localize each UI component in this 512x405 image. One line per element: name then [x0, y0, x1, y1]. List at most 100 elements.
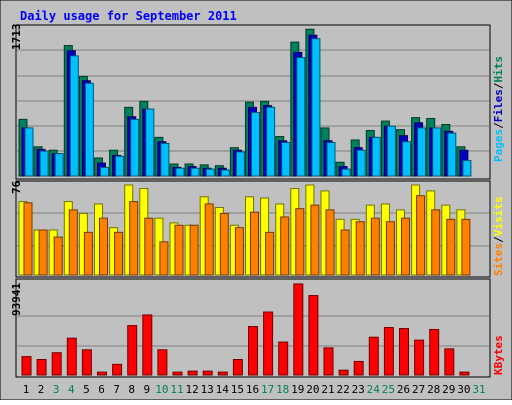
bar-visits-sites-day-3	[53, 236, 63, 276]
x-label-day-9: 9	[143, 383, 150, 396]
bar-kbytes-kbytes-day-29	[444, 348, 455, 376]
legend-files: Files	[492, 89, 505, 122]
bar-visits-sites-day-17	[265, 231, 275, 276]
bar-hits-pages-day-25	[386, 125, 396, 177]
bar-visits-sites-day-27	[416, 195, 426, 276]
bar-visits-sites-day-1	[23, 202, 33, 276]
kbytes-right-legend: KBytes	[492, 335, 505, 375]
x-label-day-2: 2	[38, 383, 45, 396]
bar-visits-sites-day-23	[355, 221, 365, 276]
bar-visits-sites-day-6	[99, 217, 108, 276]
x-label-day-16: 16	[246, 383, 259, 396]
legend-sep-2: /	[492, 82, 505, 89]
x-axis-labels: 1 2 3 4 5 6 7 8 9 10 11 12 13 14 15 16 17 18 19 20 21 22 23 24 2…	[23, 383, 486, 396]
bar-kbytes-kbytes-day-16	[248, 326, 258, 376]
bar-visits-sites-day-4	[68, 209, 78, 276]
visits-right-legend: Sites/Visits	[492, 197, 505, 277]
bar-hits-pages-day-30	[462, 160, 472, 177]
bar-visits-sites-day-8	[129, 201, 139, 276]
bar-kbytes-kbytes-day-2	[36, 359, 47, 376]
x-label-day-22: 22	[336, 383, 349, 396]
bar-kbytes-kbytes-day-10	[157, 349, 168, 376]
bar-hits-pages-day-7	[115, 155, 125, 177]
bar-hits-pages-day-27	[417, 127, 427, 177]
bar-hits-pages-day-13	[205, 168, 215, 177]
bar-visits-sites-day-25	[385, 221, 395, 276]
bar-hits-pages-day-22	[341, 168, 351, 177]
x-label-day-20: 20	[306, 383, 319, 396]
bar-kbytes-kbytes-day-15	[232, 359, 243, 376]
hits-right-legend: Pages/Files/Hits	[492, 56, 505, 162]
hits-y-max-label: 1713	[10, 24, 23, 51]
bar-visits-sites-day-12	[189, 224, 199, 276]
bar-kbytes-kbytes-day-19	[293, 283, 304, 376]
bars-layer	[18, 28, 472, 376]
bar-kbytes-kbytes-day-21	[323, 347, 334, 376]
bar-hits-pages-day-8	[130, 118, 140, 177]
bar-hits-pages-day-2	[39, 150, 49, 177]
bar-kbytes-kbytes-day-23	[353, 360, 364, 376]
bar-visits-sites-day-7	[114, 231, 124, 276]
bar-hits-pages-day-12	[190, 167, 200, 177]
bar-hits-pages-day-10	[160, 142, 170, 177]
bar-visits-sites-day-14	[219, 212, 229, 276]
bar-kbytes-kbytes-day-12	[187, 370, 198, 376]
bar-hits-pages-day-5	[84, 82, 94, 177]
bar-kbytes-kbytes-day-25	[383, 327, 394, 376]
x-label-day-24: 24	[367, 383, 381, 396]
x-label-day-28: 28	[427, 383, 440, 396]
visits-y-max-label: 76	[10, 180, 23, 194]
bar-visits-sites-day-28	[431, 209, 441, 276]
bar-visits-sites-day-11	[174, 224, 184, 276]
x-label-day-17: 17	[261, 383, 274, 396]
bar-kbytes-kbytes-day-3	[51, 352, 62, 376]
legend-pages: Pages	[492, 129, 505, 162]
bar-hits-pages-day-18	[281, 142, 291, 177]
bar-hits-pages-day-28	[432, 127, 442, 177]
x-label-day-23: 23	[352, 383, 365, 396]
legend-sep-3: /	[492, 236, 505, 243]
chart-title: Daily usage for September 2011	[20, 9, 237, 23]
legend-sep-1: /	[492, 122, 505, 129]
bar-visits-sites-day-21	[325, 209, 335, 276]
bar-visits-sites-day-16	[250, 211, 259, 276]
bar-hits-pages-day-19	[296, 57, 306, 177]
bar-kbytes-kbytes-day-8	[127, 325, 138, 376]
x-label-day-6: 6	[98, 383, 105, 396]
bar-hits-pages-day-26	[402, 141, 411, 177]
bar-kbytes-kbytes-day-5	[81, 349, 92, 376]
bar-visits-sites-day-19	[295, 208, 305, 276]
bar-kbytes-kbytes-day-22	[338, 369, 349, 376]
x-label-day-14: 14	[216, 383, 230, 396]
legend-visits: Visits	[492, 197, 505, 237]
bar-kbytes-kbytes-day-30	[459, 371, 470, 376]
bar-hits-pages-day-15	[235, 151, 245, 177]
bar-kbytes-kbytes-day-27	[414, 339, 425, 376]
bar-hits-pages-day-11	[175, 167, 185, 177]
bar-kbytes-kbytes-day-24	[368, 336, 379, 376]
bar-kbytes-kbytes-day-4	[66, 337, 77, 376]
bar-visits-sites-day-13	[204, 203, 214, 276]
bar-hits-pages-day-1	[24, 127, 34, 177]
x-label-day-1: 1	[23, 383, 30, 396]
bar-hits-pages-day-20	[311, 38, 321, 177]
bar-kbytes-kbytes-day-6	[97, 371, 107, 376]
kbytes-y-max-label: 93941	[10, 283, 23, 316]
bar-hits-pages-day-4	[69, 55, 79, 177]
bar-kbytes-kbytes-day-26	[399, 328, 409, 376]
bar-hits-pages-day-3	[54, 153, 64, 177]
bar-visits-sites-day-5	[83, 231, 93, 276]
x-label-day-11: 11	[170, 383, 183, 396]
legend-sites: Sites	[492, 243, 505, 276]
bar-kbytes-kbytes-day-7	[112, 363, 123, 376]
x-label-day-10: 10	[155, 383, 168, 396]
x-label-day-3: 3	[53, 383, 60, 396]
bar-visits-sites-day-24	[370, 217, 380, 276]
legend-hits: Hits	[492, 56, 505, 83]
bar-hits-pages-day-23	[356, 149, 366, 177]
x-label-day-7: 7	[113, 383, 120, 396]
x-label-day-8: 8	[128, 383, 135, 396]
x-label-day-5: 5	[83, 383, 90, 396]
bar-kbytes-kbytes-day-14	[217, 371, 228, 376]
x-label-day-13: 13	[201, 383, 214, 396]
